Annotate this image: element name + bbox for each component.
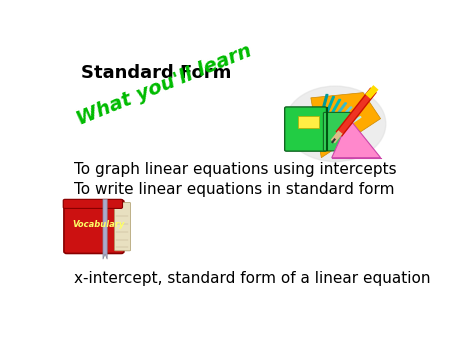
- Text: x-intercept, standard form of a linear equation: x-intercept, standard form of a linear e…: [74, 271, 430, 286]
- Polygon shape: [311, 112, 357, 150]
- FancyBboxPatch shape: [63, 199, 122, 209]
- Text: What you'll learn: What you'll learn: [74, 41, 254, 129]
- Text: To graph linear equations using intercepts: To graph linear equations using intercep…: [74, 162, 396, 176]
- Polygon shape: [332, 119, 381, 158]
- Polygon shape: [311, 107, 352, 150]
- Text: To write linear equations in standard form: To write linear equations in standard fo…: [74, 183, 394, 197]
- FancyBboxPatch shape: [114, 202, 130, 251]
- Polygon shape: [311, 99, 341, 150]
- Text: Standard Form: Standard Form: [81, 64, 231, 82]
- Polygon shape: [103, 199, 107, 259]
- Polygon shape: [311, 97, 334, 150]
- Text: Vocabulary: Vocabulary: [72, 220, 124, 229]
- Circle shape: [285, 86, 386, 162]
- FancyBboxPatch shape: [285, 107, 327, 151]
- FancyBboxPatch shape: [64, 200, 124, 254]
- Polygon shape: [311, 103, 346, 150]
- Polygon shape: [311, 93, 381, 158]
- Polygon shape: [311, 117, 361, 150]
- Polygon shape: [311, 95, 328, 150]
- FancyBboxPatch shape: [324, 113, 351, 151]
- FancyBboxPatch shape: [298, 116, 319, 128]
